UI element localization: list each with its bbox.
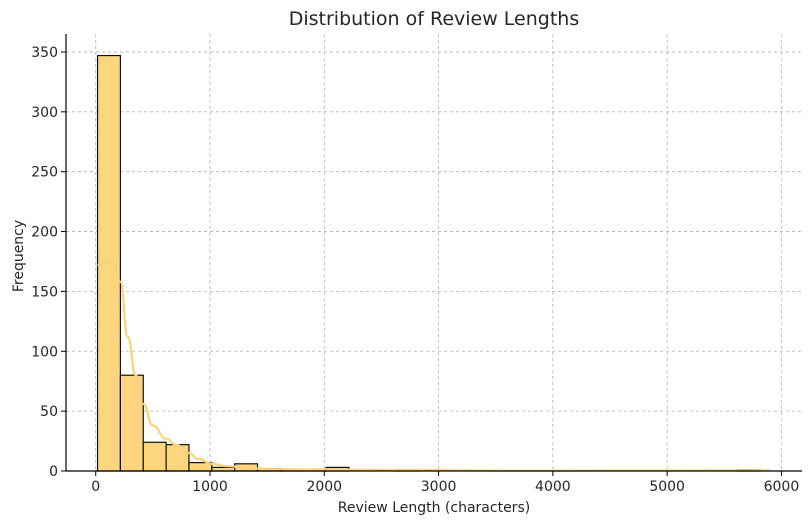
y-tick-label: 150 — [31, 284, 58, 300]
y-tick-label: 200 — [31, 225, 58, 241]
grid-lines — [66, 34, 802, 472]
tick-labels: 0 1000 2000 3000 4000 5000 6000 0 50 100 150 200 250… — [31, 45, 799, 495]
y-tick-label: 350 — [31, 45, 58, 61]
x-tick-label: 4000 — [535, 479, 571, 495]
y-tick-label: 50 — [40, 404, 58, 420]
histogram-bar — [165, 444, 190, 472]
kde-curve-layer — [97, 260, 771, 472]
x-tick-label: 2000 — [306, 479, 342, 495]
x-tick-label: 1000 — [192, 479, 228, 495]
y-tick-label: 300 — [31, 105, 58, 121]
x-tick-label: 5000 — [649, 479, 685, 495]
x-tick-label: 0 — [91, 479, 100, 495]
y-axis-label: Frequency — [11, 220, 27, 292]
y-tick-label: 0 — [49, 464, 58, 480]
histogram-bars — [96, 54, 761, 472]
y-tick-label: 100 — [31, 344, 58, 360]
x-tick-label: 6000 — [764, 479, 800, 495]
y-tick-label: 250 — [31, 165, 58, 181]
axes — [61, 34, 802, 476]
kde-curve — [97, 260, 771, 472]
chart-title: Distribution of Review Lengths — [289, 8, 580, 30]
x-axis-label: Review Length (characters) — [338, 500, 530, 516]
histogram-bar — [142, 441, 167, 472]
x-tick-label: 3000 — [421, 479, 457, 495]
